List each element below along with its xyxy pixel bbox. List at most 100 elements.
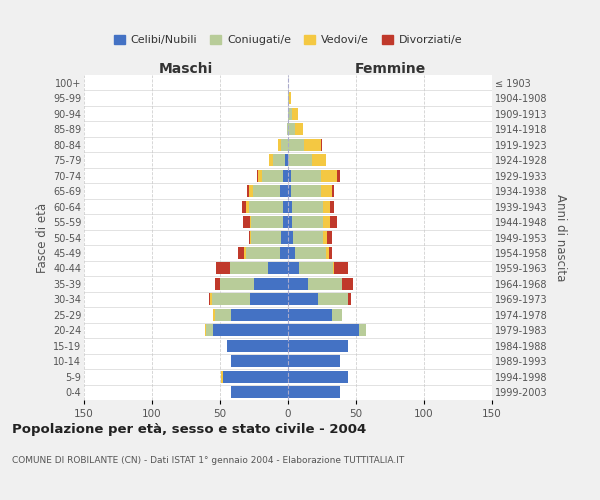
Bar	[304, 138, 320, 150]
Bar	[288, 278, 308, 290]
Bar	[247, 185, 248, 197]
Bar	[287, 123, 288, 135]
Bar	[343, 278, 353, 290]
Bar	[288, 216, 292, 228]
Bar	[288, 386, 340, 398]
Bar	[211, 294, 212, 306]
Bar	[213, 324, 288, 336]
Bar	[281, 232, 288, 243]
Bar	[288, 309, 332, 321]
Bar	[268, 262, 288, 274]
Bar	[288, 200, 292, 212]
Bar	[299, 262, 333, 274]
Bar	[288, 340, 348, 352]
Bar	[250, 216, 251, 228]
Bar	[250, 232, 251, 243]
Bar	[213, 309, 215, 321]
Bar	[216, 262, 230, 274]
Text: Popolazione per età, sesso e stato civile - 2004: Popolazione per età, sesso e stato civil…	[12, 422, 366, 436]
Bar	[292, 200, 323, 212]
Bar	[227, 340, 288, 352]
Bar	[230, 262, 268, 274]
Y-axis label: Anni di nascita: Anni di nascita	[554, 194, 567, 281]
Bar	[291, 170, 320, 181]
Bar	[323, 200, 330, 212]
Bar	[288, 170, 291, 181]
Bar	[288, 356, 340, 368]
Bar	[288, 108, 292, 120]
Bar	[323, 232, 328, 243]
Bar	[248, 200, 283, 212]
Bar	[288, 324, 359, 336]
Bar	[332, 185, 334, 197]
Bar	[313, 154, 326, 166]
Bar	[295, 123, 303, 135]
Bar	[238, 247, 244, 259]
Bar	[288, 371, 348, 383]
Bar	[320, 138, 322, 150]
Bar	[231, 386, 288, 398]
Bar	[253, 185, 280, 197]
Bar	[288, 154, 313, 166]
Bar	[262, 170, 283, 181]
Bar	[288, 92, 289, 104]
Bar	[242, 200, 246, 212]
Bar	[292, 108, 298, 120]
Bar	[215, 309, 231, 321]
Bar	[318, 294, 348, 306]
Bar	[332, 309, 343, 321]
Bar	[288, 294, 318, 306]
Bar	[212, 294, 250, 306]
Bar	[293, 232, 323, 243]
Bar	[205, 324, 206, 336]
Bar	[250, 294, 288, 306]
Bar	[278, 138, 281, 150]
Bar	[254, 278, 288, 290]
Bar	[283, 216, 288, 228]
Y-axis label: Fasce di età: Fasce di età	[35, 202, 49, 272]
Bar	[333, 262, 334, 274]
Bar	[320, 185, 332, 197]
Bar	[308, 278, 343, 290]
Bar	[291, 185, 320, 197]
Bar	[289, 92, 291, 104]
Bar	[269, 154, 273, 166]
Bar	[330, 200, 334, 212]
Bar	[273, 154, 285, 166]
Bar	[221, 371, 223, 383]
Bar	[206, 324, 213, 336]
Bar	[244, 247, 246, 259]
Text: COMUNE DI ROBILANTE (CN) - Dati ISTAT 1° gennaio 2004 - Elaborazione TUTTITALIA.: COMUNE DI ROBILANTE (CN) - Dati ISTAT 1°…	[12, 456, 404, 465]
Bar	[330, 216, 337, 228]
Bar	[215, 278, 220, 290]
Bar	[223, 371, 288, 383]
Bar	[288, 232, 293, 243]
Bar	[283, 200, 288, 212]
Bar	[280, 247, 288, 259]
Bar	[231, 356, 288, 368]
Bar	[334, 262, 348, 274]
Bar	[246, 200, 248, 212]
Bar	[337, 170, 340, 181]
Bar	[323, 216, 330, 228]
Bar	[288, 138, 304, 150]
Bar	[257, 170, 258, 181]
Bar	[288, 185, 291, 197]
Bar	[292, 216, 323, 228]
Text: Maschi: Maschi	[159, 62, 213, 76]
Bar	[248, 185, 253, 197]
Bar	[359, 324, 365, 336]
Bar	[329, 247, 332, 259]
Bar	[348, 294, 350, 306]
Bar	[258, 170, 262, 181]
Bar	[251, 216, 283, 228]
Bar	[243, 216, 250, 228]
Bar	[251, 232, 281, 243]
Bar	[280, 185, 288, 197]
Bar	[248, 232, 250, 243]
Bar	[283, 170, 288, 181]
Text: Femmine: Femmine	[355, 62, 425, 76]
Bar	[295, 247, 326, 259]
Bar	[288, 123, 295, 135]
Bar	[326, 247, 329, 259]
